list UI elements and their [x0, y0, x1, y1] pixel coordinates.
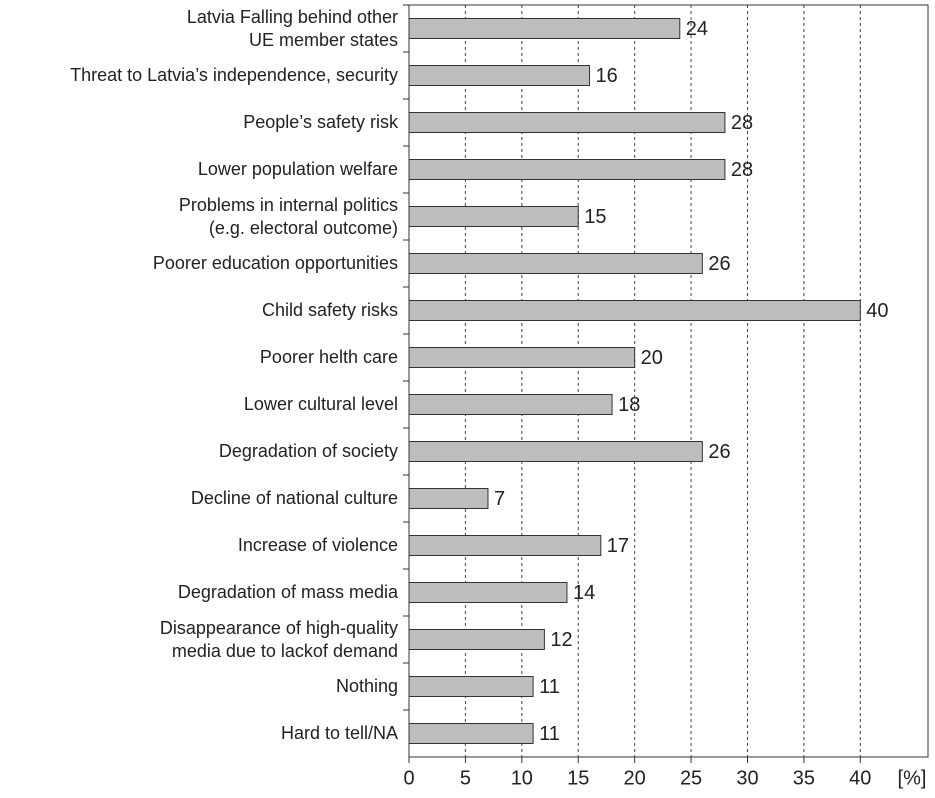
- bar: [408, 676, 534, 697]
- bar: [408, 394, 613, 415]
- bar: [408, 112, 726, 133]
- x-tick-label: 5: [460, 767, 471, 789]
- value-label: 7: [494, 488, 505, 510]
- value-label: 11: [539, 676, 560, 698]
- bar: [408, 582, 568, 603]
- bar: [408, 441, 703, 462]
- bar: [408, 488, 489, 509]
- bar: [408, 253, 703, 274]
- category-label: Nothing: [335, 676, 398, 697]
- x-tick-label: 20: [624, 767, 646, 789]
- bar: [408, 347, 636, 368]
- x-tick-label: 40: [849, 767, 871, 789]
- category-label: Child safety risks: [261, 300, 398, 321]
- category-label: Latvia Falling behind other UE member st…: [186, 7, 398, 50]
- value-label: 14: [573, 582, 595, 604]
- value-label: 28: [731, 112, 753, 134]
- bar: [408, 206, 579, 227]
- bar: [408, 535, 602, 556]
- value-label: 17: [607, 535, 629, 557]
- value-label: 12: [550, 629, 572, 651]
- value-label: 20: [641, 347, 663, 369]
- category-label: Hard to tell/NA: [280, 723, 398, 744]
- x-tick-label: 25: [680, 767, 702, 789]
- bar: [408, 629, 545, 650]
- bar: [408, 723, 534, 744]
- category-label: Lower population welfare: [197, 159, 398, 180]
- bar: [408, 159, 726, 180]
- x-tick-label: 10: [511, 767, 533, 789]
- value-label: 18: [618, 394, 640, 416]
- x-tick-label: 15: [567, 767, 589, 789]
- category-label: Degradation of society: [218, 441, 398, 462]
- category-label: Threat to Latvia’s independence, securit…: [70, 65, 398, 86]
- category-label: Disappearance of high-quality media due …: [159, 618, 398, 661]
- x-tick-label: 35: [793, 767, 815, 789]
- value-label: 16: [596, 65, 618, 87]
- value-label: 26: [708, 253, 730, 275]
- value-label: 28: [731, 159, 753, 181]
- value-label: 15: [584, 206, 606, 228]
- x-tick-label: 0: [403, 767, 414, 789]
- bar: [408, 65, 591, 86]
- category-label: Increase of violence: [237, 535, 398, 556]
- bar: [408, 18, 681, 39]
- x-tick-label: 30: [736, 767, 758, 789]
- value-label: 11: [539, 723, 560, 745]
- category-label: Decline of national culture: [190, 488, 398, 509]
- category-label: People’s safety risk: [243, 112, 398, 133]
- value-label: 26: [708, 441, 730, 463]
- category-label: Degradation of mass media: [177, 582, 398, 603]
- category-label: Problems in internal politics (e.g. elec…: [178, 195, 398, 238]
- value-label: 24: [686, 18, 708, 40]
- category-label: Lower cultural level: [243, 394, 398, 415]
- x-axis-label: [%]: [898, 767, 927, 789]
- value-label: 40: [866, 300, 888, 322]
- category-label: Poorer helth care: [259, 347, 398, 368]
- category-label: Poorer education opportunities: [152, 253, 398, 274]
- bar: [408, 300, 861, 321]
